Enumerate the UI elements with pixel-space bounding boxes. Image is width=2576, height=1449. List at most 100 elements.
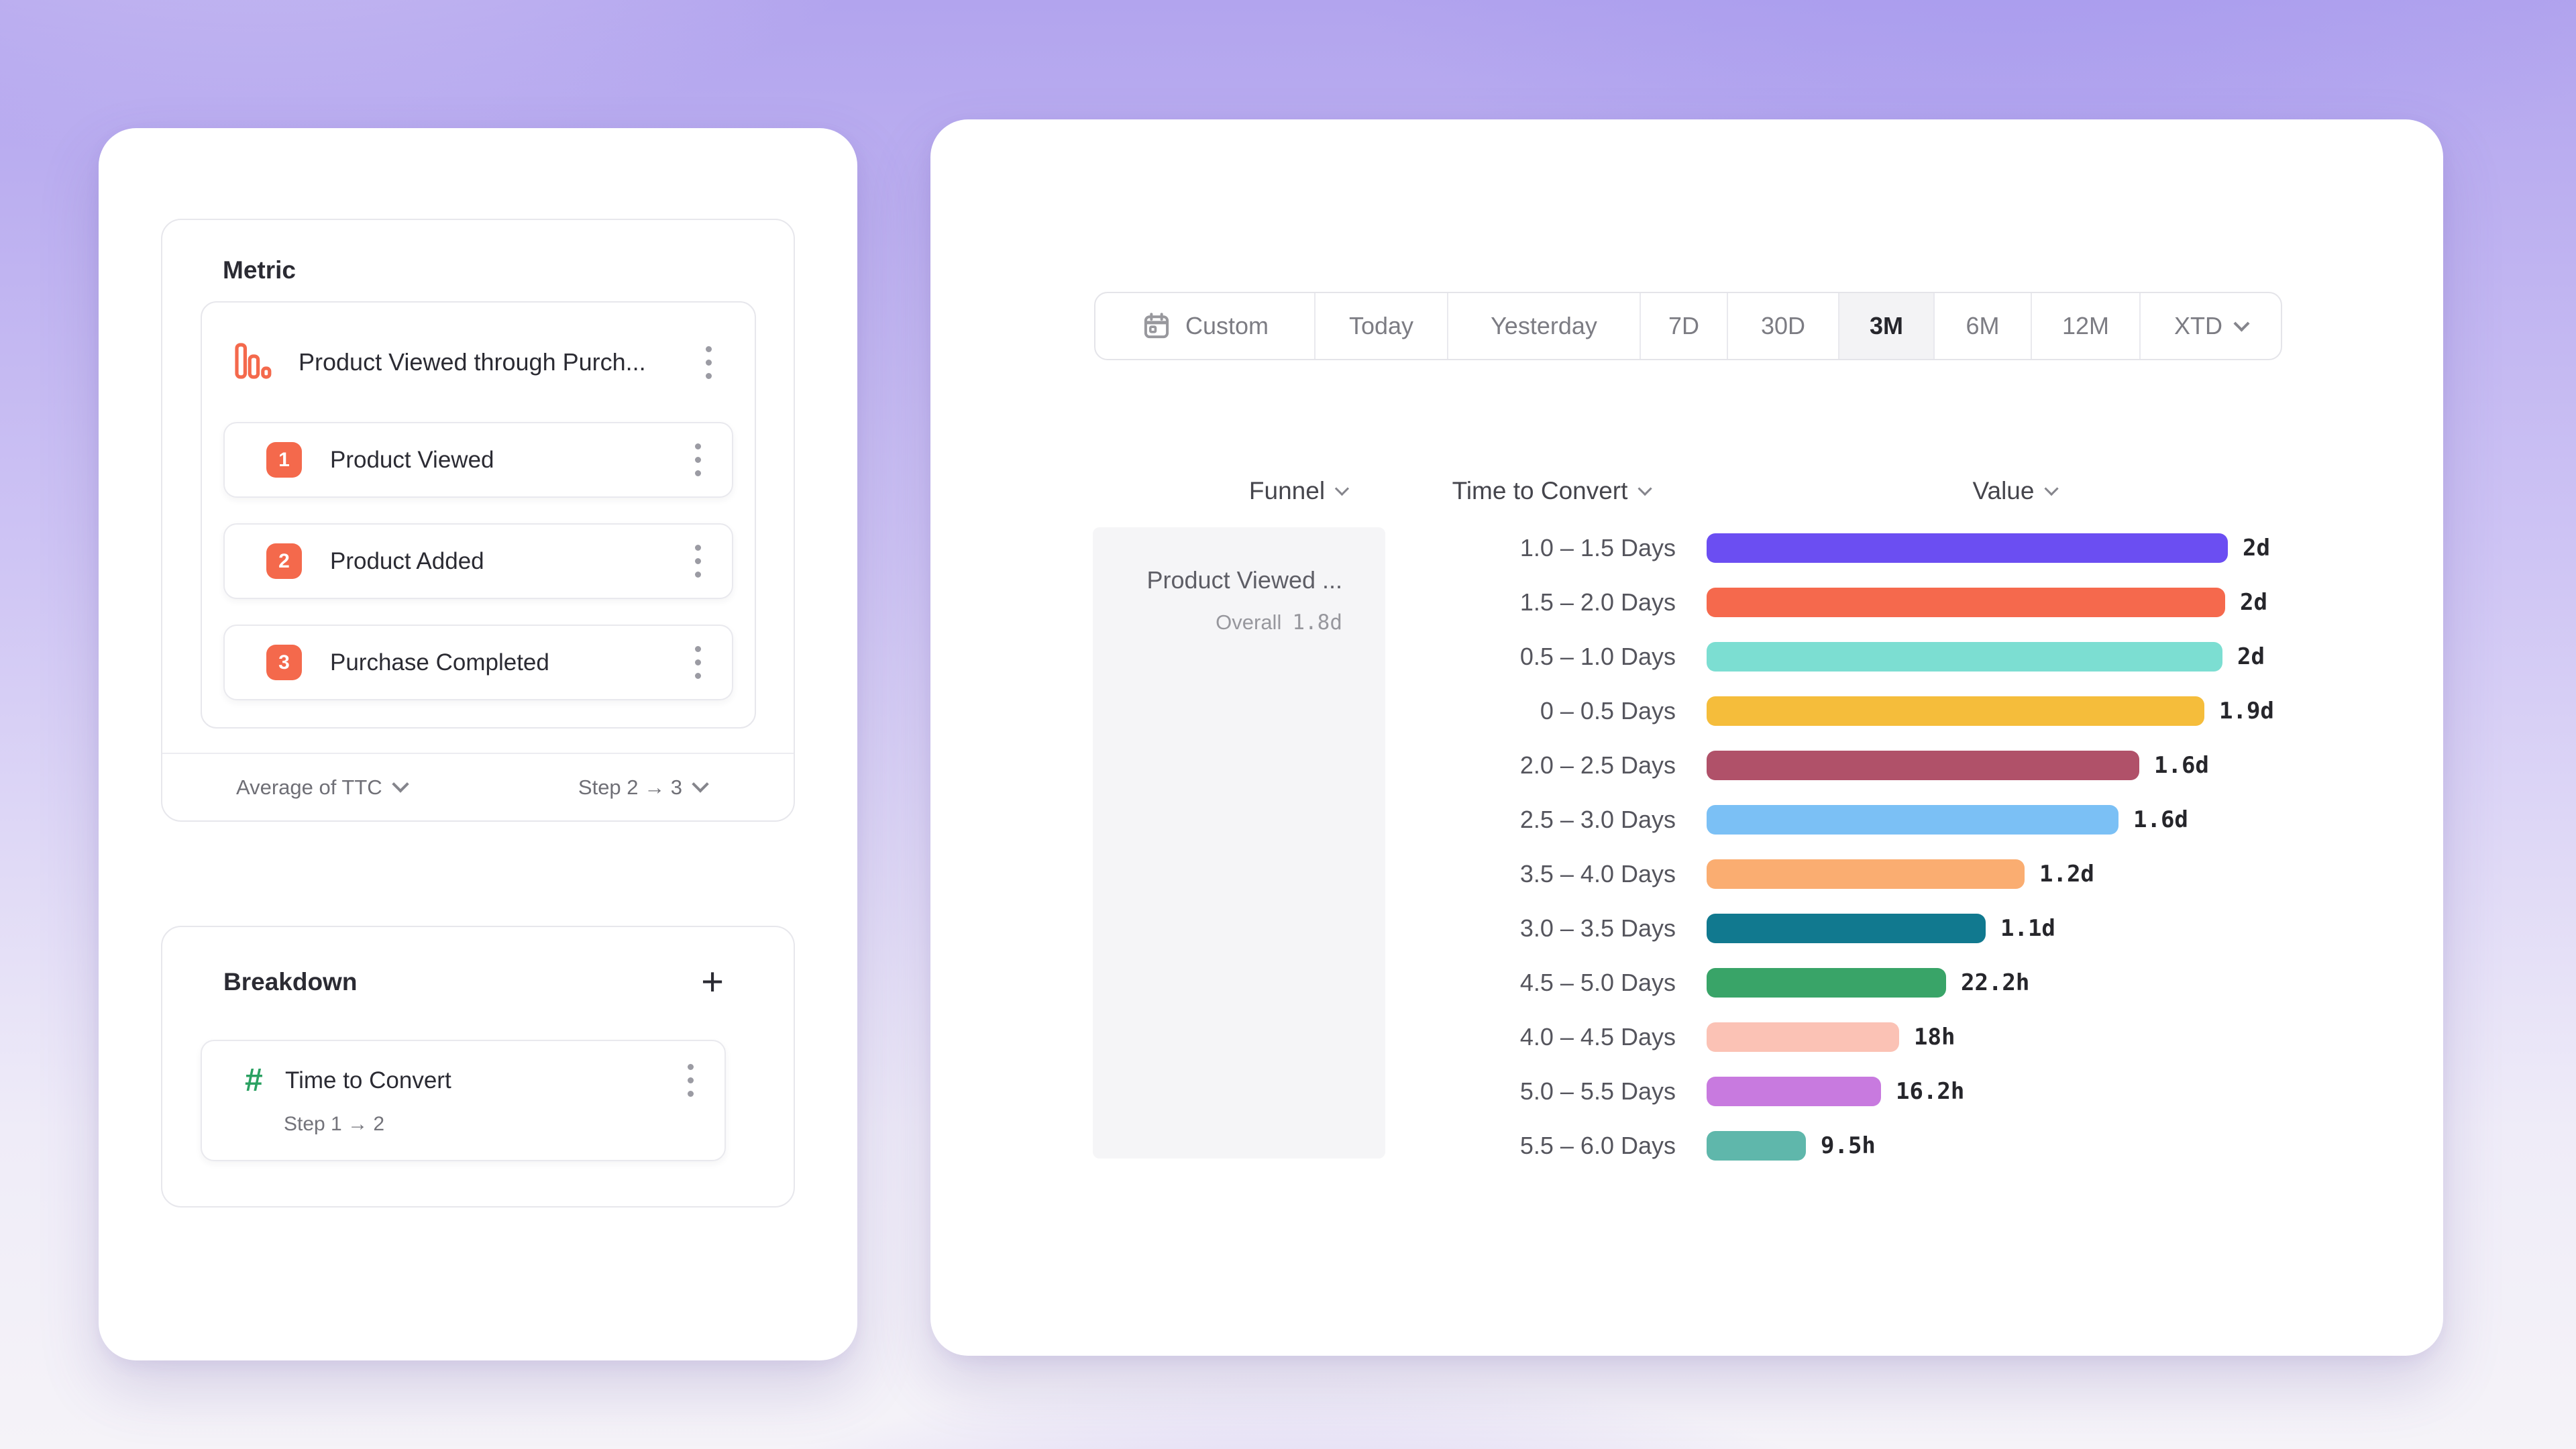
- step-kebab-menu[interactable]: [690, 539, 706, 583]
- chart-row: 2.0 – 2.5 Days 1.6d: [1394, 738, 2427, 792]
- range-option-30d[interactable]: 30D: [1728, 293, 1839, 359]
- range-option-label: Today: [1348, 312, 1414, 339]
- report-card: Custom Today Yesterday 7D 30D 3M 6M 12M XTD Funn…: [930, 119, 2443, 1356]
- funnel-step-3[interactable]: 3 Purchase Completed: [223, 625, 733, 700]
- metric-container: Product Viewed through Purch... 1 Product…: [201, 301, 756, 729]
- bucket-label: 1.0 – 1.5 Days: [1519, 533, 1676, 561]
- bar-value-label: 9.5h: [1821, 1132, 1876, 1159]
- value-bar[interactable]: [1707, 1022, 1899, 1052]
- breakdown-kebab-menu[interactable]: [682, 1059, 699, 1102]
- value-bar[interactable]: [1707, 696, 2204, 726]
- value-bar[interactable]: [1707, 859, 2025, 889]
- chart-row: 1.0 – 1.5 Days 2d: [1394, 521, 2427, 575]
- column-header-funnel-label: Funnel: [1248, 477, 1326, 504]
- metric-head-row[interactable]: Product Viewed through Purch...: [202, 303, 755, 422]
- chart-row: 5.5 – 6.0 Days 9.5h: [1394, 1118, 2427, 1173]
- range-option-xtd[interactable]: XTD: [2141, 293, 2281, 359]
- bucket-label: 5.0 – 5.5 Days: [1519, 1077, 1676, 1105]
- metric-panel-title: Metric: [223, 256, 296, 284]
- step-event-label: Product Viewed: [330, 446, 494, 473]
- range-option-label: XTD: [2174, 312, 2222, 339]
- value-bar[interactable]: [1707, 641, 2222, 672]
- range-option-label: 12M: [2061, 312, 2110, 339]
- bucket-label: 5.5 – 6.0 Days: [1519, 1131, 1676, 1159]
- step-number-badge: 2: [266, 543, 302, 579]
- chart-row: 0.5 – 1.0 Days 2d: [1394, 629, 2427, 684]
- step-kebab-menu[interactable]: [690, 438, 706, 482]
- chevron-down-icon: [391, 775, 409, 793]
- bar-value-label: 1.6d: [2133, 806, 2188, 833]
- metric-name: Product Viewed through Purch...: [299, 348, 646, 376]
- range-option-label: 30D: [1760, 312, 1806, 339]
- chevron-down-icon: [692, 775, 709, 793]
- funnel-step-2[interactable]: 2 Product Added: [223, 523, 733, 599]
- funnel-cell-name: Product Viewed ...: [1146, 566, 1343, 594]
- funnel-cell-overall: Overall 1.8d: [1113, 610, 1342, 635]
- range-option-6m[interactable]: 6M: [1935, 293, 2032, 359]
- bar-value-label: 1.1d: [2000, 914, 2055, 942]
- value-bar[interactable]: [1707, 1076, 1881, 1106]
- bar-value-label: 2d: [2240, 588, 2267, 616]
- range-option-yesterday[interactable]: Yesterday: [1448, 293, 1641, 359]
- range-option-label: 3M: [1869, 312, 1903, 339]
- bucket-label: 4.0 – 4.5 Days: [1519, 1022, 1676, 1051]
- step-range-dropdown[interactable]: Step 2 → 3: [578, 775, 709, 800]
- chart-row: 3.0 – 3.5 Days 1.1d: [1394, 901, 2427, 955]
- breakdown-step-range: Step 1 → 2: [284, 1113, 385, 1135]
- value-bar[interactable]: [1707, 1130, 1806, 1161]
- aggregation-dropdown[interactable]: Average of TTC: [236, 775, 409, 800]
- column-header-value-label: Value: [1972, 477, 2035, 504]
- range-option-today[interactable]: Today: [1316, 293, 1448, 359]
- column-header-funnel[interactable]: Funnel: [1248, 467, 1350, 515]
- range-option-custom[interactable]: Custom: [1095, 293, 1316, 359]
- chevron-down-icon: [2233, 315, 2250, 332]
- breakdown-panel: Breakdown + # Time to Convert Step 1 → 2: [161, 926, 795, 1208]
- step-number-badge: 3: [266, 645, 302, 680]
- range-option-7d[interactable]: 7D: [1641, 293, 1728, 359]
- step-event-label: Product Added: [330, 547, 484, 574]
- range-option-label: 6M: [1966, 312, 2000, 339]
- funnel-cell: Product Viewed ... Overall 1.8d: [1093, 527, 1385, 1159]
- value-bar[interactable]: [1707, 750, 2139, 780]
- value-bar[interactable]: [1707, 967, 1946, 998]
- range-option-label: Yesterday: [1491, 312, 1597, 339]
- chevron-down-icon: [2044, 481, 2059, 496]
- bucket-label: 4.5 – 5.0 Days: [1519, 968, 1676, 996]
- aggregation-label: Average of TTC: [236, 775, 382, 799]
- breakdown-panel-title: Breakdown: [223, 968, 358, 996]
- value-bar[interactable]: [1707, 913, 1986, 943]
- query-builder-card: Metric Product Viewed through Purch... 1…: [99, 128, 857, 1360]
- add-breakdown-button[interactable]: +: [701, 960, 724, 1004]
- range-option-12m[interactable]: 12M: [2032, 293, 2141, 359]
- column-header-value[interactable]: Value: [1972, 467, 2059, 515]
- time-range-bar: Custom Today Yesterday 7D 30D 3M 6M 12M XTD: [1094, 292, 2282, 360]
- chart-row: 1.5 – 2.0 Days 2d: [1394, 575, 2427, 629]
- bar-chart-rows: 1.0 – 1.5 Days 2d 1.5 – 2.0 Days 2d 0.5 – 1.…: [1394, 521, 2427, 1173]
- funnel-chart-icon: [231, 339, 274, 386]
- funnel-step-1[interactable]: 1 Product Viewed: [223, 422, 733, 498]
- bar-value-label: 2d: [2243, 534, 2270, 561]
- chart-row: 3.5 – 4.0 Days 1.2d: [1394, 847, 2427, 901]
- range-option-label: Custom: [1185, 312, 1269, 339]
- chart-row: 4.0 – 4.5 Days 18h: [1394, 1010, 2427, 1064]
- breakdown-item[interactable]: # Time to Convert Step 1 → 2: [201, 1040, 726, 1161]
- bucket-label: 1.5 – 2.0 Days: [1519, 588, 1676, 616]
- bar-value-label: 16.2h: [1896, 1077, 1965, 1105]
- range-option-3m[interactable]: 3M: [1839, 293, 1935, 359]
- value-bar[interactable]: [1707, 533, 2228, 563]
- step-event-label: Purchase Completed: [330, 649, 549, 676]
- overall-value: 1.8d: [1292, 610, 1342, 635]
- metric-kebab-menu[interactable]: [700, 341, 717, 384]
- chart-row: 5.0 – 5.5 Days 16.2h: [1394, 1064, 2427, 1118]
- bucket-label: 3.5 – 4.0 Days: [1519, 859, 1676, 888]
- value-bar[interactable]: [1707, 804, 2118, 835]
- column-header-time-to-convert[interactable]: Time to Convert: [1452, 467, 1652, 515]
- chevron-down-icon: [1638, 481, 1652, 496]
- step-range-label: Step 2 → 3: [578, 775, 682, 799]
- step-kebab-menu[interactable]: [690, 641, 706, 684]
- calendar-icon: [1141, 311, 1172, 341]
- number-property-icon: #: [245, 1063, 263, 1098]
- value-bar[interactable]: [1707, 587, 2225, 617]
- breakdown-property-label: Time to Convert: [285, 1067, 451, 1093]
- chart-row: 2.5 – 3.0 Days 1.6d: [1394, 792, 2427, 847]
